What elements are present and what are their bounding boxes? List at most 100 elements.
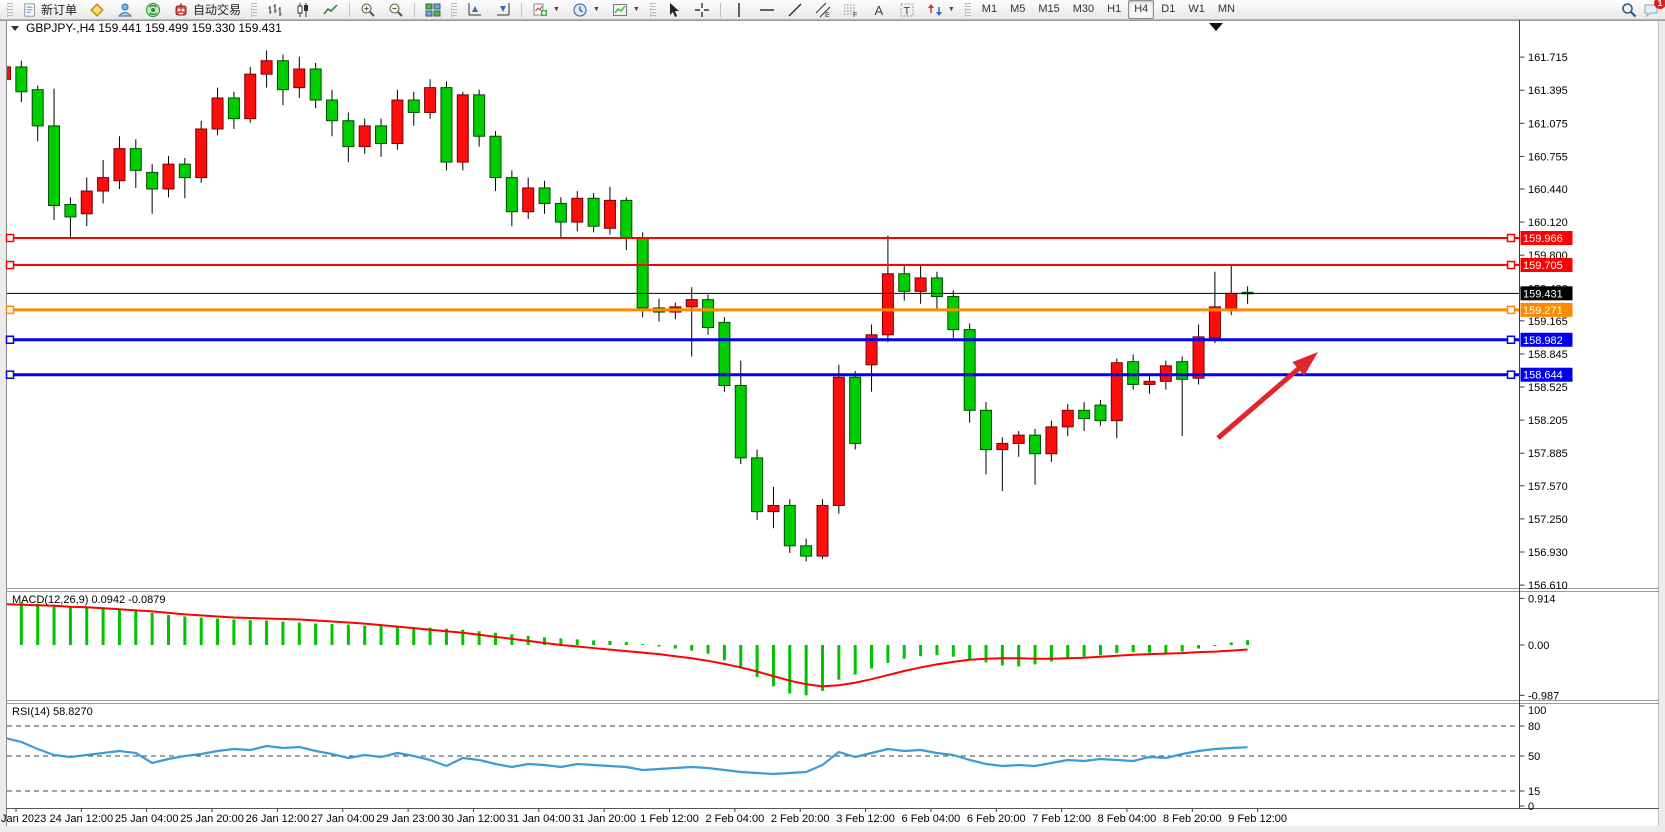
level-line-handle[interactable] <box>5 335 15 345</box>
bar-chart-mode-button[interactable] <box>262 0 288 20</box>
profile-prev-button[interactable] <box>462 0 488 20</box>
toolbar-grip[interactable] <box>649 2 656 17</box>
candle-body <box>816 504 829 557</box>
trend-arrow-head[interactable] <box>1292 352 1318 376</box>
timeframe-button-m30[interactable]: M30 <box>1072 3 1095 15</box>
timeframe-button-mn[interactable]: MN <box>1217 3 1235 15</box>
level-line-handle[interactable] <box>5 305 15 315</box>
cursor-tool-button[interactable] <box>661 0 687 20</box>
level-line-handle[interactable] <box>5 260 15 270</box>
line-chart-mode-button[interactable] <box>318 0 344 20</box>
candle-body <box>113 148 126 182</box>
add-indicator-icon <box>533 3 548 16</box>
timeframe-button-h4[interactable]: H4 <box>1128 0 1155 19</box>
price-line-label: 159.966 <box>1523 233 1563 245</box>
tile-windows-button[interactable] <box>420 0 446 20</box>
candle-body <box>963 329 976 411</box>
level-line-handle[interactable] <box>1506 233 1516 243</box>
vline-tool-button[interactable] <box>726 0 752 20</box>
timeframe-button-m15[interactable]: M15 <box>1038 3 1060 15</box>
macd-histogram-bar <box>52 604 56 645</box>
rsi-layer <box>7 737 1248 776</box>
new-order-button[interactable]: 新订单 <box>18 0 82 20</box>
hline-tool-button[interactable] <box>754 0 780 20</box>
bar-chart-icon <box>268 3 282 16</box>
candle-body <box>1192 336 1205 379</box>
template-button[interactable]: ▼ <box>607 0 645 20</box>
macd-histogram-bar <box>853 645 857 675</box>
level-line-handle[interactable] <box>1506 305 1516 315</box>
zoom-in-button[interactable] <box>355 0 381 20</box>
price-line-label: 158.644 <box>1523 370 1563 382</box>
level-line-handle[interactable] <box>1506 260 1516 270</box>
macd-histogram-bar <box>248 620 252 645</box>
chart-area[interactable]: GBPJPY-,H4 159.441 159.499 159.330 159.4… <box>0 20 1665 832</box>
zoom-out-icon <box>389 3 403 17</box>
macd-histogram-bar <box>199 617 203 645</box>
macd-histogram-bar <box>19 602 23 645</box>
candlestick-mode-button[interactable] <box>290 0 316 20</box>
channel-tool-button[interactable]: E <box>810 0 836 20</box>
price-tick-label: 159.165 <box>1528 316 1568 328</box>
toolbar-grip[interactable] <box>964 2 971 17</box>
autotrade-button[interactable]: 自动交易 <box>168 0 246 20</box>
symbol-dropdown-icon[interactable] <box>11 26 19 31</box>
candle-body <box>914 277 927 292</box>
chart-arrow-left-icon <box>468 2 482 15</box>
fibonacci-tool-button[interactable]: F <box>838 0 864 20</box>
candle-body <box>97 177 110 192</box>
text-tool-button[interactable]: A <box>866 0 892 20</box>
candle-body <box>178 163 191 179</box>
timeframe-button-h1[interactable]: H1 <box>1107 3 1122 15</box>
macd-label: MACD(12,26,9) 0.0942 -0.0879 <box>12 594 165 606</box>
candle-body <box>260 60 273 75</box>
line-chart-icon <box>323 3 338 14</box>
user-icon <box>117 3 133 16</box>
level-line-handle[interactable] <box>5 233 15 243</box>
macd-histogram-bar <box>755 645 759 678</box>
rsi-tick-label: 50 <box>1528 751 1540 763</box>
timeframe-button-w1[interactable]: W1 <box>1188 3 1205 15</box>
macd-histogram-bar <box>330 624 334 645</box>
timeframe-button-d1[interactable]: D1 <box>1161 3 1176 15</box>
macd-histogram-bar <box>919 645 923 657</box>
zoom-out-button[interactable] <box>383 0 409 20</box>
add-indicator-button[interactable]: ▼ <box>527 0 565 20</box>
time-tick-label: 7 Feb 12:00 <box>1032 813 1091 825</box>
crosshair-tool-button[interactable] <box>689 0 715 20</box>
macd-histogram-bar <box>1000 645 1004 666</box>
notifications-button[interactable]: 1 <box>1643 0 1665 18</box>
trendline-tool-button[interactable] <box>782 0 808 20</box>
level-line-handle[interactable] <box>1506 370 1516 379</box>
timeframe-button-m5[interactable]: M5 <box>1010 3 1026 15</box>
accounts-button[interactable] <box>112 0 138 20</box>
toolbar-grip[interactable] <box>251 2 258 17</box>
arrows-tool-button[interactable]: ▼ <box>922 0 960 20</box>
candle-body <box>800 545 813 557</box>
equidistant-channel-icon: E <box>815 2 831 18</box>
candle-body <box>603 199 616 229</box>
text-label-tool-button[interactable]: T <box>894 0 920 20</box>
macd-histogram-bar <box>641 643 645 645</box>
period-button[interactable]: ▼ <box>567 0 605 20</box>
market-watch-button[interactable] <box>84 0 110 20</box>
toolbar-grip[interactable] <box>451 2 458 17</box>
toolbar-grip[interactable] <box>7 2 13 17</box>
gold-tag-icon <box>90 2 104 17</box>
rsi-label: RSI(14) 58.8270 <box>12 706 93 718</box>
level-line-handle[interactable] <box>1506 335 1516 345</box>
candle-body <box>129 148 142 171</box>
profile-next-button[interactable] <box>490 0 516 20</box>
candle-body <box>1061 409 1074 428</box>
macd-signal-line <box>7 603 1248 688</box>
time-tick-label: 29 Jan 23:00 <box>376 813 440 825</box>
macd-histogram-bar <box>1049 645 1053 662</box>
macd-histogram-bar <box>1131 645 1135 653</box>
timeframe-button-m1[interactable]: M1 <box>981 3 998 15</box>
trend-arrow-line[interactable] <box>1216 363 1305 440</box>
search-icon[interactable] <box>1621 2 1637 18</box>
level-line-handle[interactable] <box>5 370 15 379</box>
candle-body <box>195 128 208 179</box>
signals-button[interactable] <box>140 0 166 20</box>
price-tick-label: 157.885 <box>1528 448 1568 460</box>
